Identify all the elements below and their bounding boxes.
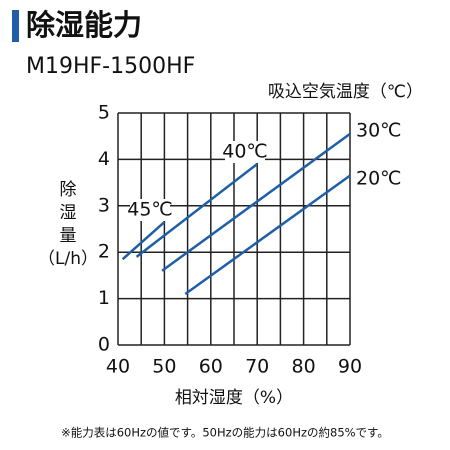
series-label: 20℃ [356, 168, 402, 190]
series-label: 30℃ [356, 120, 402, 142]
x-tick-label: 60 [199, 356, 223, 378]
data-line [121, 221, 166, 261]
label-background [225, 141, 265, 163]
label-background [130, 199, 170, 221]
chart-subtitle: M19HF-1500HF [26, 54, 195, 79]
data-line [135, 163, 258, 258]
y-tick-label: 4 [98, 148, 110, 170]
title-bar [12, 10, 19, 42]
x-tick-label: 80 [292, 356, 316, 378]
y-tick-label: 0 [98, 334, 110, 356]
data-line [161, 132, 351, 272]
legend-title: 吸込空気温度（℃） [268, 82, 423, 102]
chart-title: 除湿能力 [26, 8, 142, 42]
x-tick-label: 50 [152, 356, 176, 378]
x-axis-label: 相対湿度（%） [175, 388, 293, 408]
y-axis-label: （L/h） [38, 249, 98, 269]
y-tick-label: 3 [98, 194, 110, 216]
y-tick-label: 1 [98, 287, 110, 309]
x-tick-label: 90 [338, 356, 362, 378]
y-axis-label: 湿 [60, 203, 77, 223]
x-tick-label: 40 [106, 356, 130, 378]
series-label: 45℃ [127, 199, 173, 221]
data-line [184, 174, 351, 295]
footnote: ※能力表は60Hzの値です。50Hzの能力は60Hzの約85%です。 [61, 426, 389, 440]
y-tick-label: 2 [98, 241, 110, 263]
series-label: 40℃ [222, 141, 268, 163]
y-axis-label: 除 [60, 180, 77, 200]
x-tick-label: 70 [245, 356, 269, 378]
y-tick-label: 5 [98, 102, 110, 124]
y-axis-label: 量 [60, 226, 77, 246]
